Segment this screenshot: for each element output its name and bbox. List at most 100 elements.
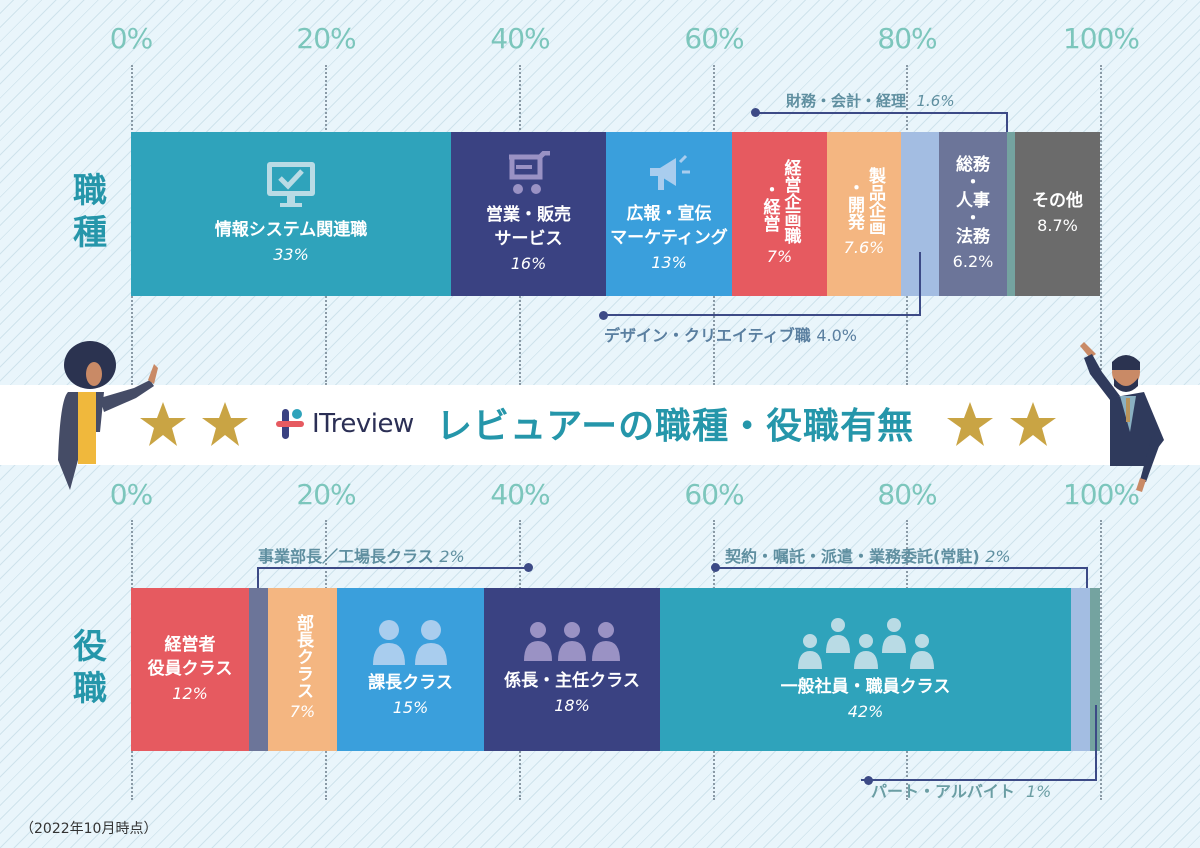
axis-tick-40: 40% bbox=[490, 478, 550, 511]
segment-finance[interactable] bbox=[1007, 132, 1015, 296]
segment-label: 総務 bbox=[956, 155, 990, 175]
callout-parttime-label: パート・アルバイト bbox=[871, 782, 1015, 801]
segment-label: 情報システム関連職 bbox=[214, 220, 368, 240]
segment-label: 経営企画職 bbox=[780, 158, 801, 244]
callout-contract-value: 2% bbox=[985, 547, 1011, 566]
callout-division-label: 事業部長／工場長クラス bbox=[258, 547, 434, 566]
callout-division: 事業部長／工場長クラス 2% bbox=[258, 543, 465, 567]
three-people-icon bbox=[522, 621, 622, 661]
segment-pct: 12% bbox=[172, 683, 208, 703]
row-title-position: 役職 bbox=[73, 627, 107, 709]
callout-design-label: デザイン・クリエイティブ職 bbox=[604, 326, 811, 345]
segment-label: 係長・主任クラス bbox=[504, 670, 640, 691]
group-people-icon bbox=[796, 615, 936, 671]
callout-line bbox=[861, 705, 1097, 781]
segment-pct: 33% bbox=[273, 245, 309, 264]
gridline bbox=[1100, 65, 1102, 385]
segment-pr-marketing[interactable]: 広報・宣伝 マーケティング 13% bbox=[606, 132, 732, 296]
callout-finance-label: 財務・会計・経理 bbox=[786, 92, 907, 110]
segment-label: ・経営 bbox=[759, 180, 780, 232]
monitor-check-icon bbox=[265, 160, 317, 212]
man-illustration bbox=[1040, 340, 1180, 504]
segment-label: ・開発 bbox=[844, 179, 864, 230]
axis-tick-40: 40% bbox=[490, 22, 550, 55]
position-stacked-bar: 経営者 役員クラス 12% 部長クラス 7% 課長クラス 15% 係長・主任クラ… bbox=[131, 588, 1100, 751]
axis-tick-20: 20% bbox=[296, 22, 356, 55]
callout-dot bbox=[864, 776, 873, 785]
itreview-logo-icon bbox=[276, 409, 304, 439]
segment-label: 営業・販売 bbox=[486, 205, 571, 225]
star-icon bbox=[945, 400, 995, 450]
segment-label: 部長クラス bbox=[293, 614, 313, 699]
row-title-job: 職種 bbox=[73, 171, 107, 253]
segment-label: 役員クラス bbox=[147, 658, 233, 679]
callout-dot bbox=[599, 311, 608, 320]
segment-label: 広報・宣伝 bbox=[626, 204, 712, 224]
segment-label: 人事 bbox=[956, 191, 990, 211]
segment-general-affairs[interactable]: 総務 ・ 人事 ・ 法務 6.2% bbox=[939, 132, 1007, 296]
star-icon bbox=[138, 400, 188, 450]
segment-it-systems[interactable]: 情報システム関連職 33% bbox=[131, 132, 451, 296]
callout-design: デザイン・クリエイティブ職 4.0% bbox=[604, 322, 857, 346]
segment-pct: 42% bbox=[847, 701, 884, 721]
woman-illustration bbox=[30, 340, 160, 494]
shopping-cart-icon bbox=[506, 151, 552, 197]
segment-staff[interactable]: 一般社員・職員クラス 42% bbox=[660, 588, 1071, 751]
callout-finance-value: 1.6% bbox=[916, 92, 955, 110]
footnote-date: （2022年10月時点） bbox=[20, 821, 158, 837]
segment-contract[interactable] bbox=[1071, 588, 1090, 751]
axis-tick-100: 100% bbox=[1062, 478, 1140, 511]
axis-tick-80: 80% bbox=[877, 22, 937, 55]
itreview-logo: ITreview bbox=[276, 407, 414, 441]
title-band bbox=[0, 385, 1200, 465]
callout-line bbox=[604, 252, 921, 316]
axis-tick-20: 20% bbox=[296, 478, 356, 511]
callout-parttime: パート・アルバイト 1% bbox=[871, 778, 1051, 802]
segment-label: サービス bbox=[494, 229, 563, 249]
page-title: レビュアーの職種・役職有無 bbox=[436, 406, 915, 447]
segment-other[interactable]: その他 8.7% bbox=[1015, 132, 1100, 296]
segment-pct: 18% bbox=[554, 695, 590, 715]
callout-parttime-value: 1% bbox=[1025, 782, 1052, 801]
segment-pct: 6.2% bbox=[952, 252, 994, 271]
segment-product-planning[interactable]: 製品企画 ・開発 7.6% bbox=[827, 132, 901, 296]
axis-tick-0: 0% bbox=[109, 22, 153, 55]
segment-kacho[interactable]: 課長クラス 15% bbox=[337, 588, 484, 751]
segment-bucho[interactable]: 部長クラス 7% bbox=[268, 588, 337, 751]
megaphone-icon bbox=[646, 152, 692, 198]
callout-design-value: 4.0% bbox=[816, 326, 857, 345]
axis-tick-100: 100% bbox=[1062, 22, 1140, 55]
logo-text: ITreview bbox=[312, 409, 414, 439]
segment-label: 製品企画 bbox=[865, 167, 885, 235]
segment-parttime[interactable] bbox=[1090, 588, 1100, 751]
segment-pct: 13% bbox=[651, 253, 687, 272]
callout-contract: 契約・嘱託・派遣・業務委託(常駐) 2% bbox=[725, 543, 1011, 567]
axis-tick-80: 80% bbox=[877, 478, 937, 511]
callout-division-value: 2% bbox=[439, 547, 465, 566]
job-stacked-bar: 情報システム関連職 33% 営業・販売 サービス 16% 広報・宣伝 マーケティ… bbox=[131, 132, 1100, 296]
segment-executive[interactable]: 経営者 役員クラス 12% bbox=[131, 588, 249, 751]
star-icon bbox=[200, 400, 250, 450]
callout-contract-label: 契約・嘱託・派遣・業務委託(常駐) bbox=[725, 547, 980, 566]
segment-pct: 15% bbox=[392, 697, 429, 717]
segment-pct: 8.7% bbox=[1037, 216, 1078, 235]
segment-kakaricho[interactable]: 係長・主任クラス 18% bbox=[484, 588, 660, 751]
axis-tick-0: 0% bbox=[109, 478, 153, 511]
segment-label: その他 bbox=[1032, 191, 1083, 211]
segment-pct: 7% bbox=[766, 246, 793, 266]
axis-tick-60: 60% bbox=[684, 478, 744, 511]
segment-sales[interactable]: 営業・販売 サービス 16% bbox=[451, 132, 606, 296]
two-people-icon bbox=[371, 619, 451, 665]
segment-pct: 7% bbox=[289, 702, 316, 721]
segment-pct: 16% bbox=[510, 254, 547, 273]
segment-pct: 7.6% bbox=[843, 238, 885, 257]
segment-label: ・ bbox=[964, 173, 982, 193]
segment-label: 課長クラス bbox=[368, 672, 453, 693]
axis-tick-60: 60% bbox=[684, 22, 744, 55]
segment-division-head[interactable] bbox=[249, 588, 268, 751]
segment-management[interactable]: 経営企画職 ・経営 7% bbox=[732, 132, 827, 296]
segment-label: ・ bbox=[964, 209, 982, 229]
segment-label: 経営者 bbox=[164, 634, 216, 655]
callout-dot bbox=[524, 563, 533, 572]
